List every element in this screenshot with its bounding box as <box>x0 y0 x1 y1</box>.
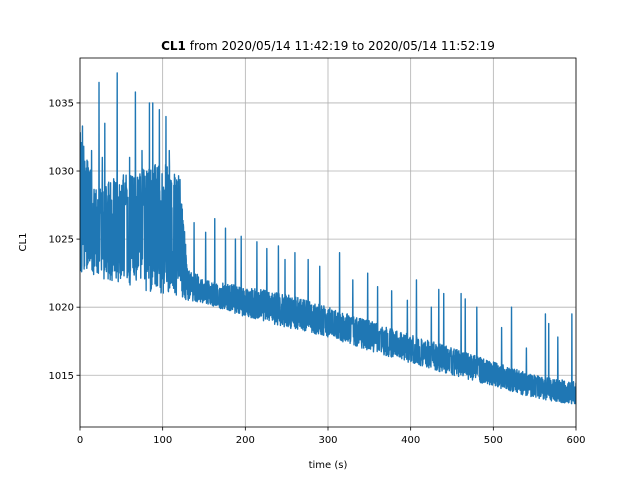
chart-title: CL1 from 2020/05/14 11:42:19 to 2020/05/… <box>161 39 495 53</box>
x-tick-label: 0 <box>77 435 83 446</box>
x-tick-label: 600 <box>566 435 585 446</box>
x-tick-label: 200 <box>236 435 255 446</box>
x-tick-label: 300 <box>318 435 337 446</box>
y-tick-label: 1020 <box>49 303 74 314</box>
y-tick-label: 1015 <box>49 371 74 382</box>
x-tick-label: 500 <box>484 435 503 446</box>
x-tick-label: 400 <box>401 435 420 446</box>
chart-title-rest: from 2020/05/14 11:42:19 to 2020/05/14 1… <box>186 39 495 53</box>
x-tick-label: 100 <box>153 435 172 446</box>
y-axis-label: CL1 <box>18 233 29 252</box>
series-group <box>80 72 576 405</box>
series-line <box>80 72 576 405</box>
x-axis: 0 100 200 300 400 500 600 <box>77 427 586 446</box>
plot-area <box>80 72 576 405</box>
x-axis-label: time (s) <box>309 460 348 471</box>
y-axis: 1015 1020 1025 1030 1035 <box>49 98 80 382</box>
y-tick-label: 1025 <box>49 235 74 246</box>
chart-title-bold: CL1 <box>161 39 186 53</box>
y-tick-label: 1035 <box>49 98 74 109</box>
y-tick-label: 1030 <box>49 167 74 178</box>
